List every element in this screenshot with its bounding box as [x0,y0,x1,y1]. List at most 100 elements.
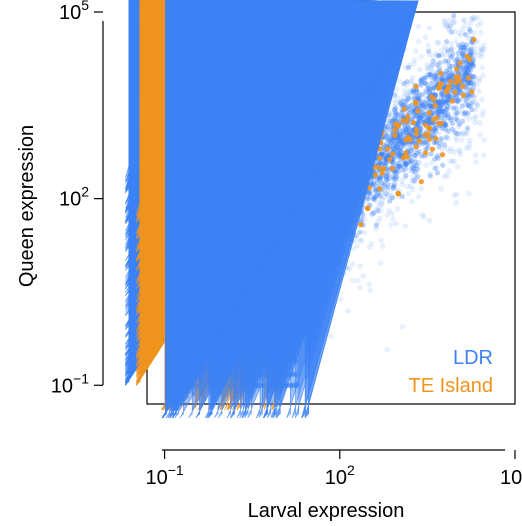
ldr-point [461,45,467,51]
ldr-point [469,107,475,113]
ldr-point [432,127,438,133]
ldr-point [382,184,388,190]
ldr-point [415,93,421,99]
ldr-point [393,86,400,92]
ldr-point [460,118,466,124]
ldr-point [445,128,451,134]
ldr-point [393,145,399,151]
ldr-point [391,104,398,110]
ldr-point [412,48,419,54]
ldr-point [418,92,424,98]
ldr-point [452,58,459,64]
ldr-point [426,114,432,120]
ldr-point [415,166,421,172]
ldr-point [377,207,384,214]
ldr-point [380,159,387,166]
ldr-point [384,212,391,218]
ldr-point [415,160,422,166]
ldr-point [459,45,465,51]
ldr-point [404,162,410,168]
ldr-point [406,126,412,132]
ldr-point [416,112,422,118]
ldr-point [418,82,424,88]
ldr-point [405,125,412,131]
te-island-point [431,96,437,102]
ldr-point [467,65,473,71]
ldr-point [465,110,471,116]
ldr-point [387,127,393,133]
ldr-point [441,99,447,105]
ldr-point [421,99,427,105]
ldr-point [440,107,447,114]
ldr-point [439,77,445,83]
ldr-point [426,71,432,77]
ldr-point [409,78,415,85]
ldr-point [390,115,396,121]
ldr-point [421,111,427,117]
ldr-point [422,115,429,122]
ldr-point [379,161,385,167]
ldr-point [457,32,464,39]
ldr-point [406,95,412,101]
ldr-point [480,108,487,115]
ldr-point [474,81,480,88]
ldr-point [466,190,472,197]
ldr-point [416,160,422,166]
ldr-point [423,93,430,99]
ldr-point [469,100,475,106]
ldr-point [387,125,394,132]
ldr-point [402,162,408,168]
ldr-point [427,86,434,93]
ldr-point [460,44,467,51]
ldr-point [394,143,400,150]
ldr-point [377,176,383,182]
ldr-point [436,98,442,104]
ldr-point [449,72,455,78]
ldr-point [409,158,415,164]
ldr-point [447,158,453,164]
ldr-point [466,94,472,100]
ldr-point [403,91,410,98]
ldr-point [442,122,448,128]
ldr-point [389,143,395,149]
ldr-point [423,89,429,95]
ldr-point [464,45,471,51]
te-island-point [454,66,460,72]
ldr-point [401,158,407,164]
ldr-point [477,48,483,54]
ldr-point [358,238,364,244]
ldr-point [382,160,388,166]
ldr-point [409,127,415,133]
te-island-point [395,122,402,129]
ldr-point [433,140,439,146]
ldr-point [442,59,449,66]
ldr-point [381,182,387,188]
ldr-point [438,114,445,121]
ldr-point [408,159,414,165]
ldr-point [478,20,484,26]
ldr-point [383,141,390,147]
ldr-point [392,180,398,187]
ldr-point [453,98,459,104]
ldr-point [395,115,401,122]
ldr-point [442,122,448,128]
ldr-point [422,139,428,145]
ldr-point [373,206,380,212]
x-tick-label: 10−1 [145,462,183,489]
te-island-point [404,154,410,160]
ldr-point [425,142,431,148]
ldr-point [385,172,392,178]
ldr-point [378,237,384,244]
ldr-point [476,88,482,94]
ldr-point [445,72,451,78]
te-island-point [448,78,454,84]
ldr-point [445,135,452,142]
ldr-point [382,180,389,186]
ldr-point [460,50,466,56]
ldr-point [418,54,425,60]
ldr-point [394,206,401,212]
ldr-point [457,89,463,95]
ldr-point [391,181,398,187]
ldr-point [451,19,458,25]
ldr-point [428,151,434,157]
